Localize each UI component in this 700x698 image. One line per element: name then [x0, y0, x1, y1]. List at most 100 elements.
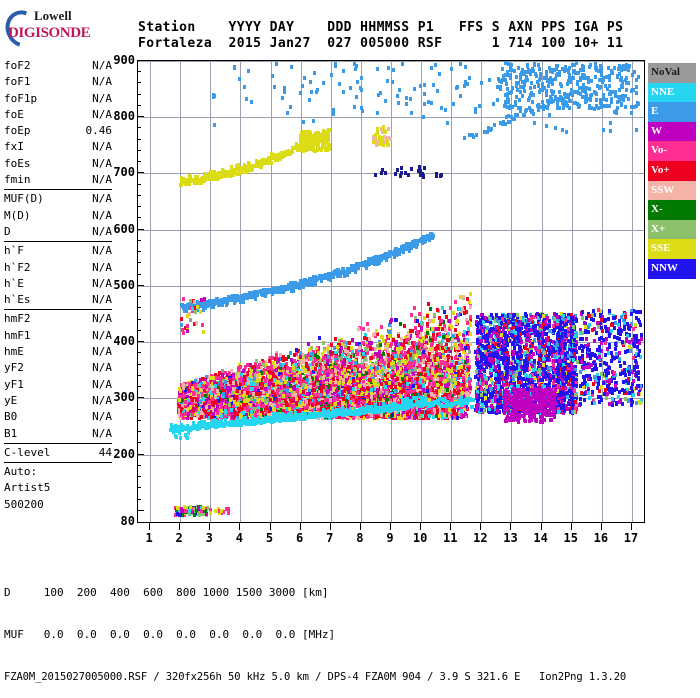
param-row: foEp 0.46	[4, 123, 112, 139]
y-axis-tick	[137, 307, 141, 308]
y-axis-tick	[137, 206, 141, 207]
y-axis-tick-label: 500	[103, 280, 135, 290]
y-axis-ticks	[137, 60, 145, 523]
param-key: hmF2	[4, 311, 31, 327]
param-divider	[4, 189, 112, 190]
y-axis-tick	[137, 262, 141, 263]
x-axis-ticks	[137, 523, 646, 531]
y-axis-tick	[137, 409, 141, 410]
lowell-digisonde-logo: Lowell DIGISONDE	[6, 8, 124, 44]
y-axis-tick	[137, 60, 144, 61]
param-row: h`Es N/A	[4, 292, 112, 308]
param-key: h`Es	[4, 292, 31, 308]
footer-info: D 100 200 400 600 800 1000 1500 3000 [km…	[4, 558, 626, 698]
x-axis-tick	[571, 523, 572, 530]
param-group-clevel: C-level 44	[4, 445, 112, 461]
param-row: foF2 N/A	[4, 58, 112, 74]
param-key: C-level	[4, 445, 50, 461]
y-axis-tick	[137, 274, 141, 275]
legend-item-nne[interactable]: NNE	[648, 83, 696, 103]
x-axis-tick	[420, 523, 421, 530]
param-row: M(D) N/A	[4, 208, 112, 224]
autoscaler-code: 500200	[4, 497, 112, 513]
legend-item-x-[interactable]: X+	[648, 220, 696, 240]
ionogram-plot-area[interactable]	[137, 60, 645, 523]
param-group-profile: hmF2 N/A hmF1 N/A hmE N/A yF2 N/A yF1 N/A yE N…	[4, 311, 112, 441]
logo-lowell-text: Lowell	[34, 8, 72, 24]
y-axis-tick	[137, 465, 141, 466]
x-axis-tick	[510, 523, 511, 530]
param-key: fmin	[4, 172, 31, 188]
x-axis-tick	[480, 523, 481, 530]
legend-item-sse[interactable]: SSE	[648, 239, 696, 259]
x-axis-tick-label: 8	[347, 531, 373, 545]
footer-file-info: FZA0M_2015027005000.RSF / 320fx256h 50 k…	[4, 670, 626, 684]
y-axis-tick	[137, 397, 144, 398]
y-axis-tick	[137, 139, 141, 140]
param-row: hmE N/A	[4, 344, 112, 360]
param-key: foEp	[4, 123, 31, 139]
legend-item-noval[interactable]: NoVal	[648, 63, 696, 83]
param-key: fxI	[4, 139, 24, 155]
y-axis-tick	[137, 150, 141, 151]
y-axis-tick-label: 400	[103, 336, 135, 346]
autoscaler-name: Artist5	[4, 480, 112, 496]
param-key: yF2	[4, 360, 24, 376]
param-row: hmF2 N/A	[4, 311, 112, 327]
x-axis-tick-label: 7	[317, 531, 343, 545]
autoscaler-label: Auto:	[4, 464, 112, 480]
ionogram-scatter-points	[138, 61, 644, 522]
param-key: h`F2	[4, 260, 31, 276]
param-key: h`F	[4, 243, 24, 259]
y-axis-tick	[137, 442, 141, 443]
x-axis-tick	[209, 523, 210, 530]
x-axis-tick-label: 15	[558, 531, 584, 545]
param-row: fmin N/A	[4, 172, 112, 188]
y-axis-tick-label: 800	[103, 111, 135, 121]
y-axis-labels: 900 800 700 600 500 400 300 200 80	[99, 55, 135, 535]
param-key: yE	[4, 393, 17, 409]
footer-distance-row: D 100 200 400 600 800 1000 1500 3000 [km…	[4, 586, 626, 600]
param-row: foF1 N/A	[4, 74, 112, 90]
y-axis-tick	[137, 386, 141, 387]
x-axis-tick-label: 6	[287, 531, 313, 545]
y-axis-tick-label: 200	[103, 449, 135, 459]
x-axis-tick	[601, 523, 602, 530]
legend-item-w[interactable]: W	[648, 122, 696, 142]
legend-item-ssw[interactable]: SSW	[648, 181, 696, 201]
param-key: foF2	[4, 58, 31, 74]
param-key: foF1	[4, 74, 31, 90]
x-axis-tick-label: 13	[497, 531, 523, 545]
param-key: foE	[4, 107, 24, 123]
y-axis-tick	[137, 375, 141, 376]
y-axis-tick	[137, 352, 141, 353]
y-axis-tick	[137, 94, 141, 95]
param-group-frequencies: foF2 N/A foF1 N/A foF1p N/A foE N/A foEp 0.46…	[4, 58, 112, 188]
y-axis-tick	[137, 229, 144, 230]
param-group-virtual-heights: h`F N/A h`F2 N/A h`E N/A h`Es N/A	[4, 243, 112, 308]
y-axis-tick	[137, 251, 141, 252]
param-key: B1	[4, 426, 17, 442]
x-axis-tick	[541, 523, 542, 530]
legend-item-e[interactable]: E	[648, 102, 696, 122]
logo-digisonde-text: DIGISONDE	[8, 25, 90, 42]
header-values-row: Fortaleza 2015 Jan27 027 005000 RSF 1 71…	[138, 36, 623, 51]
x-axis-tick	[631, 523, 632, 530]
legend-item-vo-[interactable]: Vo-	[648, 141, 696, 161]
param-row: yE N/A	[4, 393, 112, 409]
legend-item-nnw[interactable]: NNW	[648, 259, 696, 279]
x-axis-tick-label: 12	[467, 531, 493, 545]
y-axis-tick	[137, 116, 144, 117]
x-axis-tick-label: 11	[437, 531, 463, 545]
y-axis-tick	[137, 172, 144, 173]
y-axis-tick	[137, 341, 144, 342]
x-axis-tick-label: 9	[377, 531, 403, 545]
x-axis-tick	[270, 523, 271, 530]
y-axis-tick	[137, 161, 141, 162]
legend-item-x-[interactable]: X-	[648, 200, 696, 220]
legend-item-vo-[interactable]: Vo+	[648, 161, 696, 181]
x-axis-tick	[360, 523, 361, 530]
y-axis-tick	[137, 82, 141, 83]
y-axis-tick	[137, 296, 141, 297]
y-axis-tick-label: 700	[103, 167, 135, 177]
